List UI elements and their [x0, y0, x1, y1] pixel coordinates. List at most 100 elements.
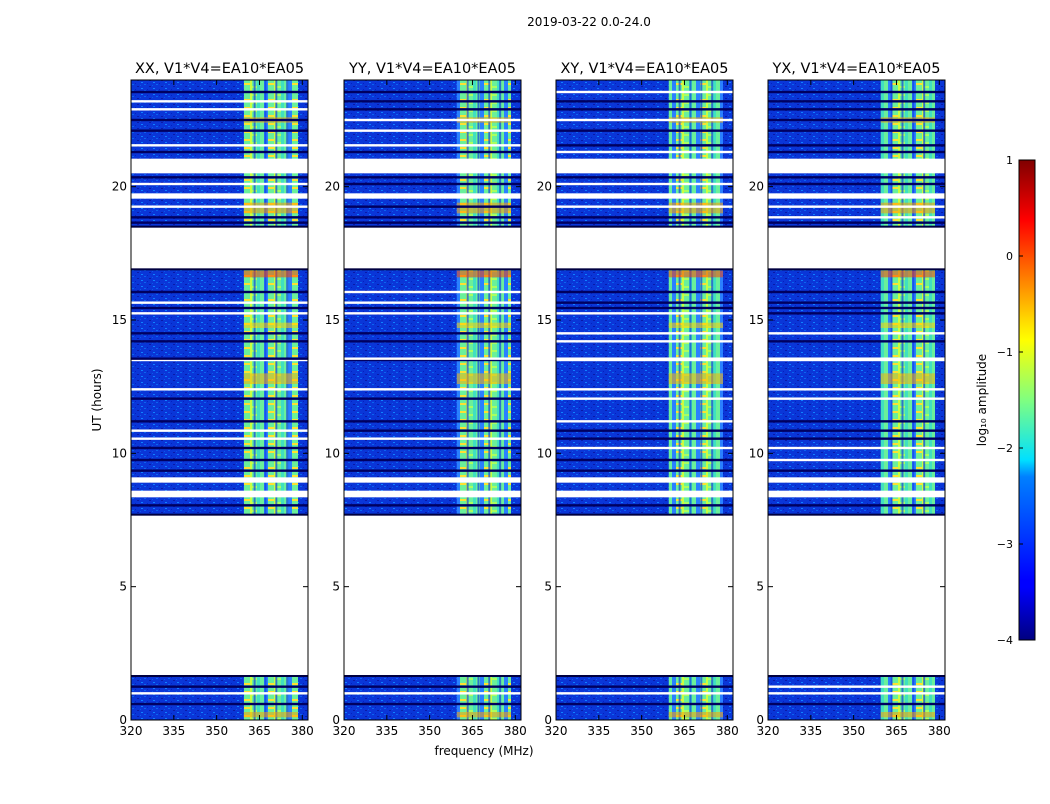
- time-streak: [556, 176, 733, 179]
- time-streak: [344, 340, 521, 343]
- time-streak: [344, 182, 521, 186]
- y-tick-label: 0: [119, 713, 127, 727]
- time-streak: [556, 504, 733, 507]
- time-streak: [768, 358, 945, 362]
- time-streak: [344, 290, 521, 294]
- y-tick-label: 10: [112, 446, 127, 460]
- gap-edge: [768, 225, 945, 228]
- gap-edge: [556, 225, 733, 228]
- colorbar-tick-label: −4: [997, 634, 1013, 647]
- time-streak: [131, 182, 308, 186]
- time-streak: [344, 446, 521, 450]
- time-streak: [344, 144, 521, 147]
- y-tick-label: 5: [544, 580, 552, 594]
- time-streak: [556, 118, 733, 122]
- gap-edge: [768, 675, 945, 677]
- time-streak: [344, 458, 521, 462]
- y-tick-label: 15: [749, 313, 764, 327]
- time-streak: [344, 692, 521, 695]
- time-streak: [768, 437, 945, 440]
- time-streak: [768, 312, 945, 315]
- flagged-region: [556, 226, 733, 270]
- time-streak: [768, 301, 945, 304]
- x-tick-label: 380: [928, 724, 951, 738]
- flagged-region: [556, 490, 733, 498]
- band-channel-gap: [499, 80, 502, 720]
- rfi-hotspot: [668, 373, 724, 384]
- gap-edge: [768, 268, 945, 271]
- colorbar-tick-label: 0: [1006, 250, 1013, 263]
- time-streak: [344, 108, 521, 111]
- time-streak: [768, 216, 945, 219]
- flagged-region: [131, 226, 308, 270]
- time-streak: [768, 458, 945, 462]
- flagged-region: [131, 514, 308, 676]
- colorbar-tick-label: −3: [997, 538, 1013, 551]
- x-tick-label: 365: [673, 724, 696, 738]
- time-streak: [556, 397, 733, 400]
- time-streak: [131, 420, 308, 423]
- time-streak: [131, 358, 308, 362]
- time-streak: [131, 446, 308, 450]
- colorbar: 1 0 −1 −2 −3 −4: [997, 154, 1036, 647]
- time-streak: [344, 221, 521, 224]
- y-tick-label: 15: [537, 313, 552, 327]
- y-tick-label: 0: [756, 713, 764, 727]
- panel-title: XX, V1*V4=EA10*EA05: [135, 61, 304, 77]
- rfi-hotspot: [880, 373, 936, 384]
- rfi-hotspot: [668, 322, 724, 328]
- band-channel-gap: [466, 80, 469, 720]
- time-streak: [556, 429, 733, 432]
- x-tick-label: 320: [333, 724, 356, 738]
- time-streak: [131, 312, 308, 315]
- time-streak: [768, 504, 945, 507]
- x-tick-label: 380: [716, 724, 739, 738]
- time-streak: [131, 129, 308, 132]
- rfi-hotspot: [456, 202, 512, 214]
- gap-edge: [131, 513, 308, 516]
- time-streak: [556, 129, 733, 132]
- rfi-hotspot: [243, 270, 299, 278]
- flagged-region: [131, 477, 308, 483]
- time-streak: [344, 358, 521, 362]
- time-streak: [556, 306, 733, 310]
- time-streak: [556, 221, 733, 224]
- band-channel-gap: [689, 80, 692, 720]
- x-tick-label: 335: [162, 724, 185, 738]
- time-streak: [344, 118, 521, 122]
- time-streak: [131, 90, 308, 94]
- x-tick-label: 320: [120, 724, 143, 738]
- x-axis-label: frequency (MHz): [434, 744, 533, 758]
- gap-edge: [768, 513, 945, 516]
- time-streak: [344, 176, 521, 179]
- y-tick-label: 5: [119, 580, 127, 594]
- band-channel-gap: [901, 80, 904, 720]
- colorbar-tick-label: −2: [997, 442, 1013, 455]
- flagged-region: [768, 514, 945, 676]
- time-streak: [768, 90, 945, 94]
- time-streak: [344, 437, 521, 440]
- time-streak: [768, 397, 945, 400]
- time-streak: [131, 692, 308, 695]
- time-streak: [131, 221, 308, 224]
- x-tick-label: 320: [545, 724, 568, 738]
- flagged-region: [768, 193, 945, 199]
- time-streak: [556, 458, 733, 462]
- time-streak: [131, 176, 308, 179]
- y-tick-label: 15: [112, 313, 127, 327]
- band-channel-gap: [264, 80, 267, 720]
- panel-frame: [343, 79, 522, 721]
- gap-edge: [344, 675, 521, 677]
- flagged-region: [556, 477, 733, 483]
- y-axis-label: UT (hours): [90, 368, 104, 431]
- y-tick-label: 20: [325, 180, 340, 194]
- time-streak: [556, 446, 733, 450]
- x-tick-label: 365: [248, 724, 271, 738]
- band-channel-gap: [253, 80, 256, 720]
- time-streak: [344, 388, 521, 391]
- rfi-hotspot: [668, 270, 724, 278]
- time-streak: [131, 685, 308, 688]
- time-streak: [556, 301, 733, 304]
- panel: XX, V1*V4=EA10*EA05 320 335 350 365 380 0 5 10 15…: [112, 61, 314, 738]
